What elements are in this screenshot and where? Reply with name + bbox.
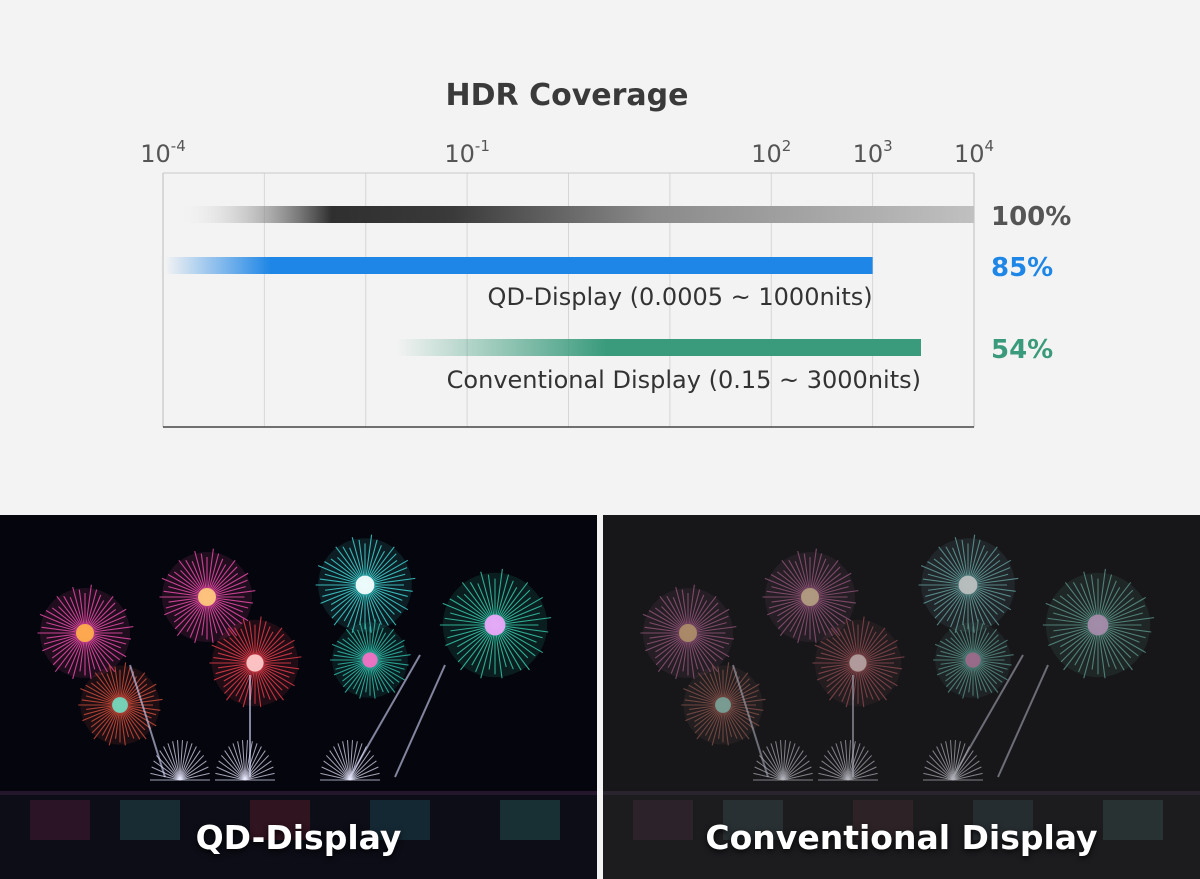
firework-burst <box>439 568 552 679</box>
qd-display-caption: QD-Display <box>195 818 402 857</box>
coverage-bar-conventional <box>396 339 921 356</box>
fireworks-image <box>0 515 597 879</box>
x-tick-label: 102 <box>751 137 791 168</box>
x-tick-label: 10-4 <box>140 137 186 168</box>
firework-burst <box>812 616 905 708</box>
coverage-bar-full <box>171 206 974 223</box>
firework-burst <box>640 584 737 680</box>
x-axis-ticks: 10-4 10-1 102 103 104 <box>140 137 994 168</box>
x-tick-label: 103 <box>853 137 893 168</box>
coverage-percent-full: 100% <box>991 202 1071 232</box>
bar-label-qd: QD-Display (0.0005 ~ 1000nits) <box>488 283 873 311</box>
fountain-burst <box>215 740 275 781</box>
coverage-bar-qd <box>165 257 873 274</box>
firework-burst <box>330 619 411 699</box>
fountain-burst <box>320 740 380 781</box>
fountain-burst <box>753 740 813 781</box>
coverage-percent-conventional: 54% <box>991 335 1053 365</box>
photo-divider <box>597 515 603 879</box>
firework-burst <box>933 619 1014 699</box>
coverage-percent-qd: 85% <box>991 253 1053 283</box>
fireworks-image <box>603 515 1200 879</box>
fountain-burst <box>818 740 878 781</box>
firework-burst <box>681 662 766 746</box>
x-tick-label: 104 <box>954 137 994 168</box>
fountain-burst <box>150 740 210 781</box>
hdr-coverage-chart: HDR Coverage 10-4 10-1 102 103 104 100% 85% QD… <box>140 78 1072 428</box>
fountain-burst <box>923 740 983 781</box>
chart-title: HDR Coverage <box>446 78 689 113</box>
firework-burst <box>315 534 416 633</box>
conventional-display-photo: Conventional Display <box>603 515 1200 879</box>
bar-label-conventional: Conventional Display (0.15 ~ 3000nits) <box>447 366 921 394</box>
conventional-display-caption: Conventional Display <box>705 818 1098 857</box>
firework-burst <box>159 548 256 644</box>
firework-burst <box>1042 568 1155 679</box>
coverage-bars: 100% 85% QD-Display (0.0005 ~ 1000nits) 54%… <box>165 202 1071 394</box>
firework-burst <box>762 548 859 644</box>
firework-burst <box>918 534 1019 633</box>
qd-display-photo: QD-Display <box>0 515 597 879</box>
firework-burst <box>209 616 302 708</box>
chart-canvas: HDR Coverage 10-4 10-1 102 103 104 100% 85% QD… <box>140 78 1071 428</box>
firework-burst <box>37 584 134 680</box>
x-tick-label: 10-1 <box>444 137 490 168</box>
firework-burst <box>78 662 163 746</box>
